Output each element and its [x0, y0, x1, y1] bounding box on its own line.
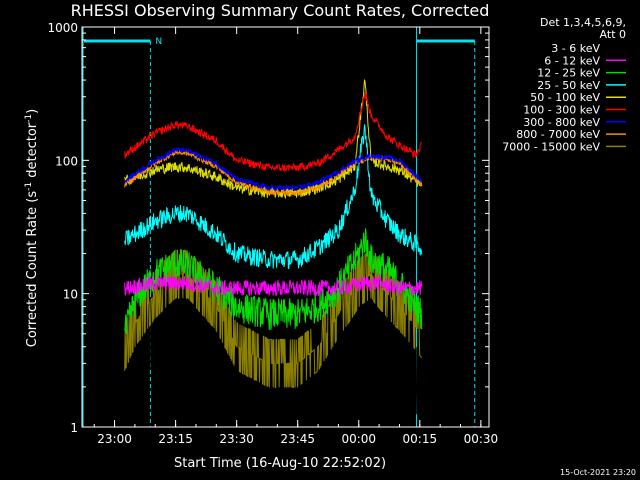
legend-label-0: 3 - 6 keV — [551, 42, 600, 55]
series-line-0 — [124, 254, 423, 428]
y-axis-label: Corrected Count Rate (s-1 detector-1) — [24, 109, 40, 347]
x-tick-label-1: 23:15 — [158, 432, 193, 446]
series-line-2 — [124, 228, 423, 335]
series-line-6 — [124, 146, 423, 192]
legend-header-line2: Att 0 — [600, 28, 626, 41]
x-tick-label-0: 23:00 — [97, 432, 132, 446]
series-line-3 — [124, 124, 423, 270]
night-marker-label: N — [155, 37, 162, 47]
chart-title: RHESSI Observing Summary Count Rates, Co… — [71, 1, 490, 20]
legend-label-7: 800 - 7000 keV — [516, 128, 600, 141]
legend-label-5: 100 - 300 keV — [523, 104, 600, 117]
y-tick-label-3: 1000 — [47, 21, 78, 35]
x-tick-label-6: 00:30 — [464, 432, 499, 446]
y-tick-label-2: 100 — [55, 154, 78, 168]
legend-label-1: 6 - 12 keV — [544, 54, 600, 67]
y-axis: 1 10 100 1000 — [47, 21, 489, 435]
x-tick-label-2: 23:30 — [219, 432, 254, 446]
x-tick-label-4: 00:00 — [341, 432, 376, 446]
legend-label-3: 25 - 50 keV — [537, 79, 600, 92]
legend-label-4: 50 - 100 keV — [530, 91, 600, 104]
legend-label-8: 7000 - 15000 keV — [502, 140, 600, 153]
plot-area: N — [82, 27, 476, 428]
series-line-1 — [124, 273, 423, 297]
y-tick-label-0: 1 — [70, 421, 78, 435]
x-axis-label: Start Time (16-Aug-10 22:52:02) — [174, 456, 386, 471]
footer-timestamp: 15-Oct-2021 23:20 — [560, 468, 636, 477]
legend-label-6: 300 - 800 keV — [523, 116, 600, 129]
legend-header-line1: Det 1,3,4,5,6,9, — [540, 16, 626, 29]
x-tick-label-3: 23:45 — [280, 432, 315, 446]
plot-frame — [81, 26, 490, 428]
x-tick-label-5: 00:15 — [403, 432, 438, 446]
legend-label-2: 12 - 25 keV — [537, 67, 600, 80]
y-tick-label-1: 10 — [63, 288, 78, 302]
series-line-5 — [124, 92, 422, 173]
x-axis: 23:00 23:15 23:30 23:45 00:00 00:15 00:30 — [93, 27, 499, 446]
